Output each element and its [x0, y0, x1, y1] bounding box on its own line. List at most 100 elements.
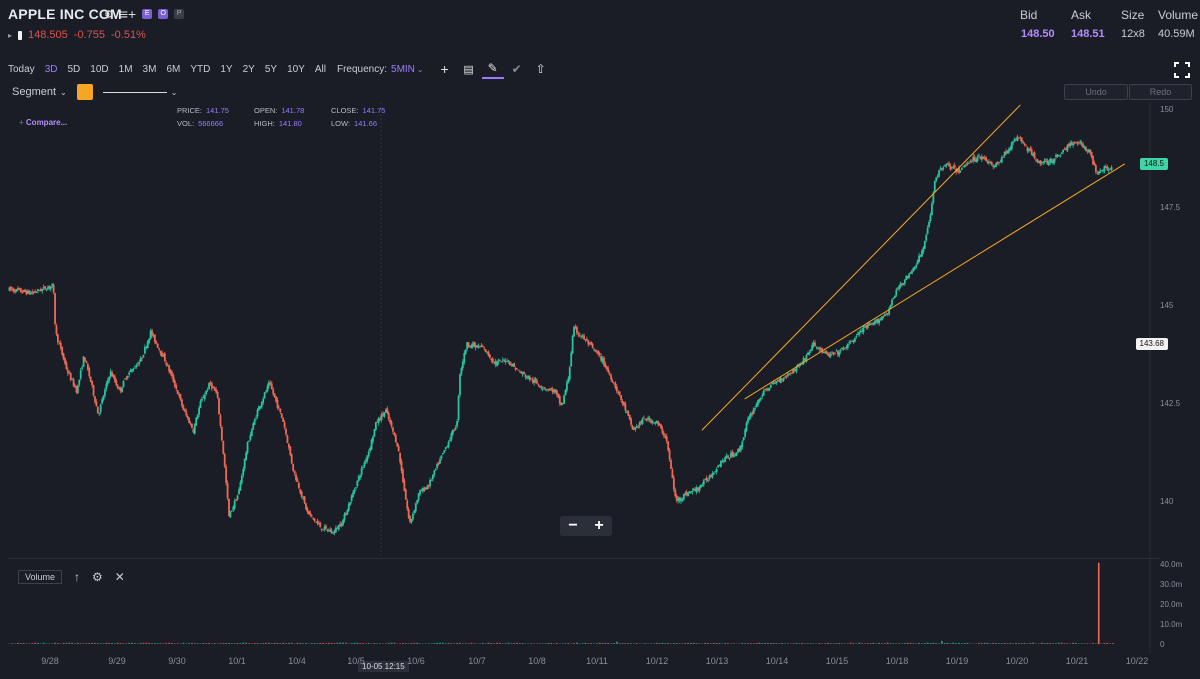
candle-body — [729, 452, 732, 458]
volume-bar — [584, 642, 587, 644]
fullscreen-icon[interactable] — [1174, 62, 1190, 78]
candle-body — [230, 510, 233, 512]
expand-caret-icon[interactable]: ▸ — [8, 30, 13, 40]
candle-body — [672, 477, 675, 490]
volume-bar — [102, 643, 105, 644]
volume-bar — [253, 642, 256, 644]
candle-body — [990, 162, 993, 165]
candle-body — [166, 365, 169, 366]
candle-body — [91, 380, 94, 386]
candle-body — [317, 522, 320, 524]
volume-bar — [376, 643, 379, 644]
candle-body — [96, 406, 99, 414]
add-watchlist-icon[interactable]: ≡+ — [119, 6, 137, 22]
candle-body — [824, 351, 826, 354]
volume-bar — [601, 643, 604, 644]
check-circle-icon[interactable]: ✔ — [511, 62, 522, 76]
compare-link[interactable]: + Compare... — [19, 118, 67, 127]
draw-pencil-icon[interactable]: ✎ — [481, 59, 504, 79]
range-1y[interactable]: 1Y — [220, 63, 233, 75]
volume-bar — [615, 641, 618, 644]
range-3m[interactable]: 3M — [142, 63, 157, 75]
candle-body — [99, 404, 102, 413]
candle-body — [575, 327, 578, 333]
candle-body — [865, 325, 868, 328]
candle-body — [1063, 149, 1066, 151]
candle-body — [608, 373, 611, 375]
candle-body — [236, 495, 239, 500]
candle-body — [1039, 160, 1042, 164]
candle-body — [645, 418, 648, 421]
range-2y[interactable]: 2Y — [242, 63, 255, 75]
share-export-icon[interactable]: ⇧ — [535, 62, 546, 76]
indicator-book-icon[interactable]: ▤ — [463, 63, 474, 76]
candle-body — [320, 528, 323, 531]
candle-body — [256, 409, 259, 417]
range-5y[interactable]: 5Y — [264, 63, 278, 75]
redo-button[interactable]: Redo — [1129, 84, 1192, 100]
candle-body — [861, 330, 863, 332]
volume-bar — [960, 643, 963, 644]
volume-chart[interactable]: 40.0m 30.0m 20.0m 10.0m 0 — [0, 558, 1200, 654]
volume-bar — [692, 642, 695, 644]
candle-body — [866, 324, 869, 329]
price-chart[interactable]: 150 147.5 145 142.5 140 — [0, 102, 1200, 558]
candle-body — [427, 485, 430, 487]
frequency-chevron-icon[interactable]: ⌄ — [416, 64, 424, 74]
chip-p[interactable]: P — [174, 9, 185, 19]
candle-body — [464, 349, 467, 354]
candle-body — [101, 399, 104, 404]
chip-e[interactable]: E — [142, 9, 153, 19]
candle-body — [918, 255, 920, 262]
candle-body — [335, 527, 337, 532]
candle-body — [158, 348, 161, 350]
move-up-icon[interactable]: ↑ — [74, 570, 81, 584]
candle-body — [228, 498, 230, 516]
chip-o[interactable]: O — [158, 9, 169, 19]
volume-bar — [114, 643, 116, 644]
alert-bell-icon[interactable]: ⚙ — [104, 8, 114, 21]
settings-gear-icon[interactable]: ⚙ — [92, 570, 103, 584]
volume-bar — [1026, 643, 1029, 644]
candle-body — [151, 330, 153, 336]
candle-body — [373, 429, 376, 437]
compare-label[interactable]: Compare... — [25, 118, 68, 127]
volume-bar — [949, 643, 952, 644]
range-10y[interactable]: 10Y — [287, 63, 305, 75]
volume-bar — [798, 643, 801, 644]
range-ytd[interactable]: YTD — [190, 63, 211, 75]
candle-body — [528, 376, 531, 381]
volume-bar — [1109, 643, 1112, 644]
line-style-select[interactable]: ⌄ — [102, 88, 177, 97]
candle-body — [839, 350, 842, 352]
candle-body — [906, 276, 909, 279]
color-swatch[interactable] — [76, 84, 93, 100]
drawing-tool-select[interactable]: Segment — [12, 86, 57, 98]
undo-button[interactable]: Undo — [1064, 84, 1128, 100]
volume-bar — [393, 642, 396, 644]
candle-body — [142, 354, 145, 358]
candle-body — [49, 286, 52, 290]
drawing-tool-chevron-icon[interactable]: ⌄ — [60, 87, 67, 97]
candle-body — [966, 163, 969, 165]
range-5d[interactable]: 5D — [67, 63, 81, 75]
close-icon[interactable]: ✕ — [114, 570, 125, 584]
candle-body — [992, 165, 995, 167]
range-1m[interactable]: 1M — [118, 63, 133, 75]
crosshair-icon[interactable]: + — [440, 61, 449, 77]
zoom-in-button[interactable]: + — [594, 517, 604, 534]
candle-body — [694, 488, 697, 492]
candle-body — [253, 419, 256, 425]
range-today[interactable]: Today — [8, 63, 35, 75]
volume-bar — [233, 643, 236, 644]
ohlc-low-label: LOW: — [331, 119, 351, 128]
candle-body — [78, 379, 81, 385]
zoom-out-button[interactable]: − — [568, 517, 578, 534]
range-6m[interactable]: 6M — [166, 63, 181, 75]
candle-body — [79, 370, 82, 379]
range-3d[interactable]: 3D — [44, 63, 58, 75]
frequency-select[interactable]: 5MIN — [391, 63, 415, 75]
range-all[interactable]: All — [314, 63, 326, 75]
candle-body — [182, 405, 185, 410]
range-10d[interactable]: 10D — [90, 63, 109, 75]
